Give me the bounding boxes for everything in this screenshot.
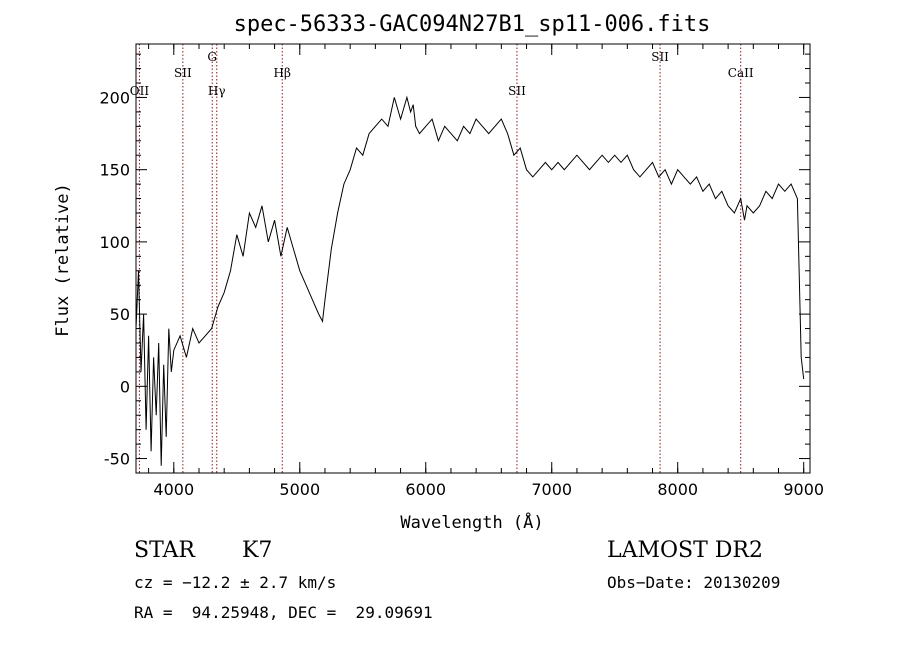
spectral-line-label: Hβ	[274, 66, 291, 80]
coordinates-text: RA = 94.25948, DEC = 29.09691	[134, 603, 433, 622]
y-tick-label: 150	[99, 161, 130, 180]
y-tick-label: 100	[99, 233, 130, 252]
spectral-line-label: CaII	[728, 66, 754, 80]
x-tick-label: 9000	[783, 480, 824, 499]
observation-date: Obs−Date: 20130209	[607, 573, 781, 592]
spectral-line-label: Hγ	[208, 84, 226, 98]
y-tick-label: 50	[110, 305, 130, 324]
spectral-line-label: SII	[651, 50, 669, 64]
spectral-line-markers: OII SII G Hγ Hβ SII SII CaII	[130, 44, 754, 473]
spectral-line-label: SII	[508, 84, 526, 98]
spectral-line-label: OII	[130, 84, 150, 98]
x-tick-label: 6000	[405, 480, 446, 499]
spectrum-line-0	[135, 95, 805, 466]
x-tick-label: 7000	[531, 480, 572, 499]
chart-title: spec-56333-GAC094N27B1_sp11-006.fits	[234, 12, 711, 37]
y-axis-label: Flux (relative)	[53, 183, 73, 337]
spectrum-series	[135, 95, 805, 466]
axis-ticks: 4000 5000 6000 7000 8000 9000 -50 0 50 100 150 200	[99, 44, 824, 499]
subclass-label: K7	[242, 538, 273, 563]
y-tick-label: 0	[120, 377, 130, 396]
y-tick-label: 200	[99, 88, 130, 107]
plot-frame	[135, 43, 811, 474]
redshift-text: cz = −12.2 ± 2.7 km/s	[134, 573, 337, 592]
spectral-line-label: SII	[174, 66, 192, 80]
x-axis-label: Wavelength (Å)	[400, 511, 543, 533]
x-tick-label: 4000	[153, 480, 194, 499]
survey-label: LAMOST DR2	[607, 538, 763, 563]
spectral-line-label: G	[207, 50, 217, 64]
x-tick-label: 5000	[279, 480, 320, 499]
class-label: STAR	[134, 538, 195, 563]
y-tick-label: -50	[104, 450, 130, 469]
x-tick-label: 8000	[657, 480, 698, 499]
